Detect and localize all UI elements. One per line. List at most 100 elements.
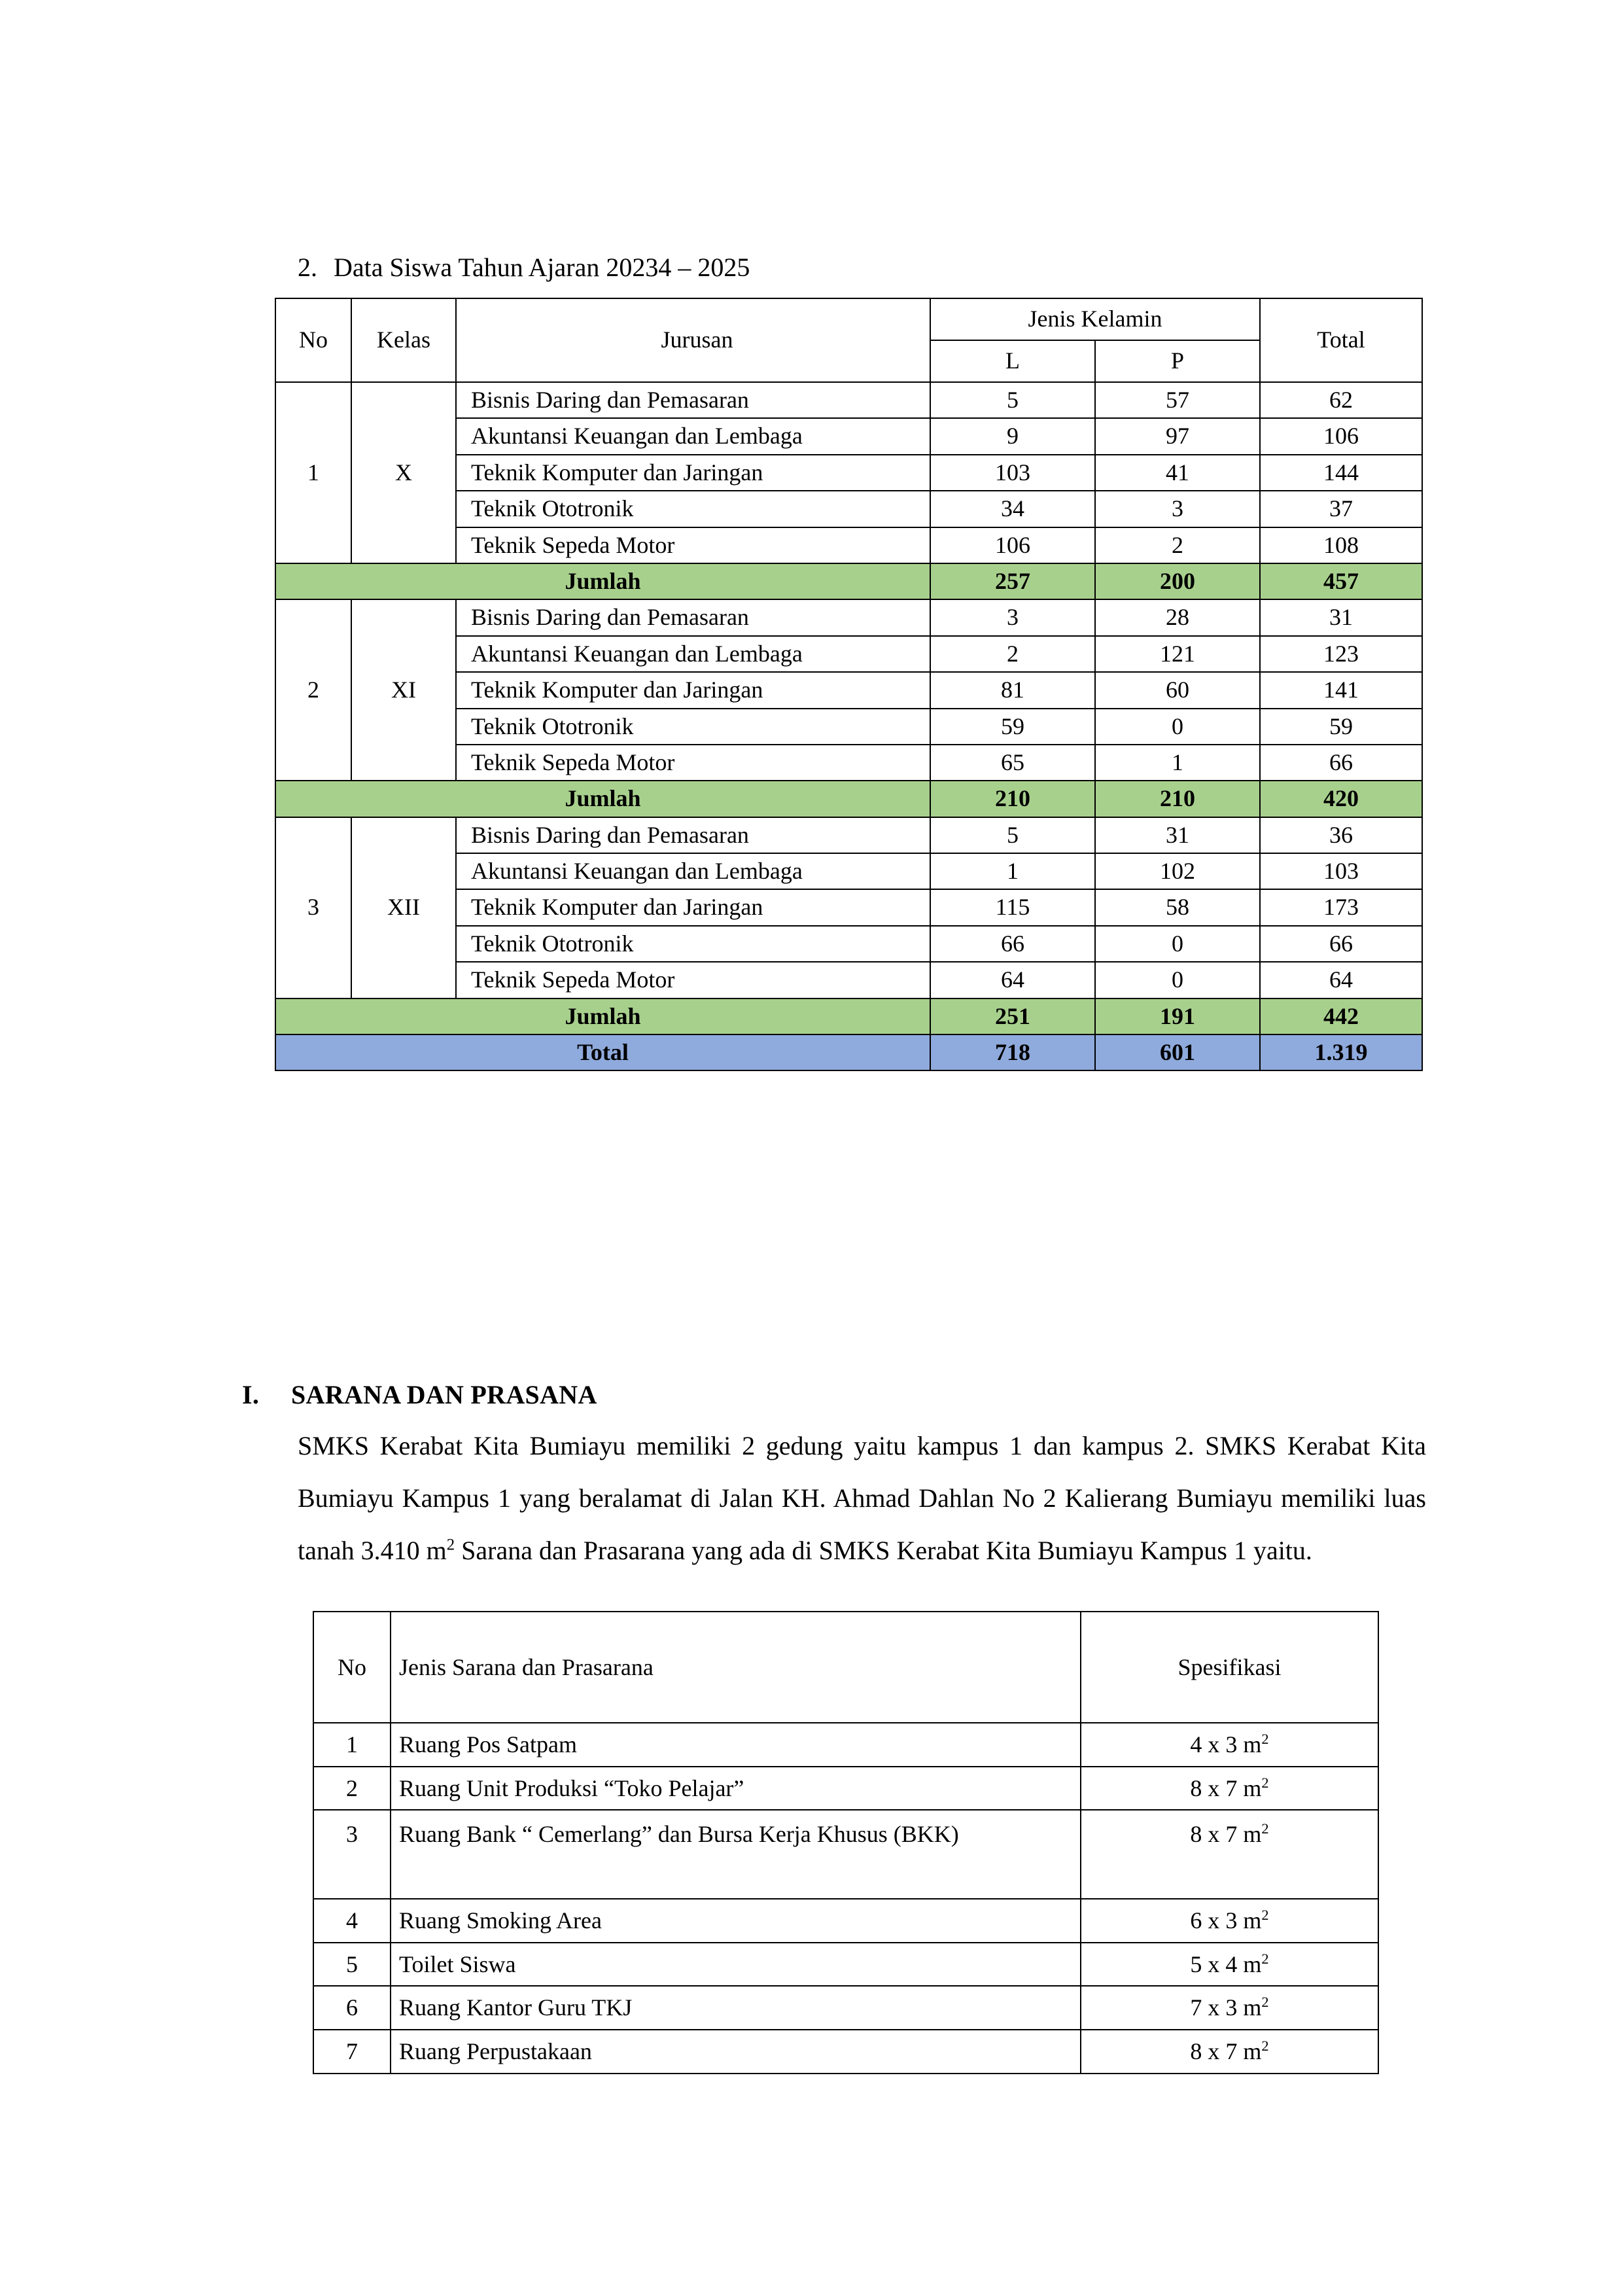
spec-superscript: 2 <box>1261 1820 1269 1837</box>
cell-jurusan: Bisnis Daring dan Pemasaran <box>455 599 931 637</box>
cell-total: 31 <box>1259 599 1423 637</box>
cell-sarana-jenis: Ruang Smoking Area <box>390 1898 1081 1943</box>
table-row: Teknik Sepeda Motor 106 2 108 <box>275 526 1423 564</box>
cell-jurusan: Teknik Komputer dan Jaringan <box>455 889 931 927</box>
paragraph-superscript: 2 <box>446 1536 455 1554</box>
table-sarana-body: 1 Ruang Pos Satpam 4 x 3 m2 2 Ruang Unit… <box>313 1722 1379 2074</box>
spec-text: 5 x 4 m <box>1190 1951 1262 1977</box>
cell-p: 58 <box>1094 889 1261 927</box>
cell-l: 5 <box>930 816 1096 855</box>
cell-no: 3 <box>275 816 352 999</box>
cell-total: 144 <box>1259 453 1423 492</box>
cell-sarana-spec: 8 x 7 m2 <box>1080 2028 1379 2074</box>
cell-total: 37 <box>1259 490 1423 528</box>
cell-jumlah-label: Jumlah <box>275 780 931 818</box>
header-sarana-no: No <box>313 1611 391 1723</box>
cell-jumlah-p: 191 <box>1094 997 1261 1036</box>
cell-sarana-jenis: Toilet Siswa <box>390 1941 1081 1987</box>
cell-jumlah-p: 200 <box>1094 562 1261 601</box>
cell-jurusan: Teknik Sepeda Motor <box>455 961 931 999</box>
table-sarana-head: No Jenis Sarana dan Prasarana Spesifikas… <box>313 1611 1379 1723</box>
cell-total: 106 <box>1259 417 1423 455</box>
spec-text: 8 x 7 m <box>1190 1775 1262 1801</box>
header-kelas: Kelas <box>351 298 457 383</box>
cell-l: 106 <box>930 526 1096 564</box>
cell-total: 66 <box>1259 925 1423 963</box>
cell-total: 62 <box>1259 381 1423 419</box>
table-row-jumlah: Jumlah 210 210 420 <box>275 780 1423 818</box>
table-row: Teknik Sepeda Motor 64 0 64 <box>275 961 1423 999</box>
table-row: Teknik Komputer dan Jaringan 81 60 141 <box>275 671 1423 709</box>
cell-p: 2 <box>1094 526 1261 564</box>
cell-sarana-jenis: Ruang Unit Produksi “Toko Pelajar” <box>390 1765 1081 1811</box>
cell-no: 2 <box>275 599 352 782</box>
section-I-heading: I. SARANA DAN PRASANA <box>242 1379 597 1410</box>
cell-jurusan: Teknik Ototronik <box>455 707 931 745</box>
section-2-title: Data Siswa Tahun Ajaran 20234 – 2025 <box>334 253 750 282</box>
cell-p: 60 <box>1094 671 1261 709</box>
paragraph-part-1: SMKS Kerabat Kita Bumiayu memiliki 2 ged… <box>298 1431 1426 1565</box>
cell-total: 123 <box>1259 635 1423 673</box>
cell-jurusan: Akuntansi Keuangan dan Lembaga <box>455 417 931 455</box>
cell-l: 64 <box>930 961 1096 999</box>
cell-jumlah-l: 210 <box>930 780 1096 818</box>
cell-l: 81 <box>930 671 1096 709</box>
cell-kelas: XI <box>351 599 457 782</box>
cell-total: 173 <box>1259 889 1423 927</box>
header-jenis-kelamin: Jenis Kelamin <box>930 298 1261 341</box>
cell-p: 0 <box>1094 707 1261 745</box>
cell-total: 59 <box>1259 707 1423 745</box>
table-row: 3 Ruang Bank “ Cemerlang” dan Bursa Kerj… <box>313 1809 1379 1900</box>
cell-l: 65 <box>930 743 1096 782</box>
table-row: Teknik Ototronik 66 0 66 <box>275 925 1423 963</box>
table-row: Akuntansi Keuangan dan Lembaga 1 102 103 <box>275 853 1423 891</box>
table-row: Akuntansi Keuangan dan Lembaga 9 97 106 <box>275 417 1423 455</box>
spec-superscript: 2 <box>1261 1731 1269 1747</box>
cell-sarana-no: 7 <box>313 2028 391 2074</box>
header-jurusan: Jurusan <box>455 298 931 383</box>
section-I-paragraph: SMKS Kerabat Kita Bumiayu memiliki 2 ged… <box>298 1420 1426 1577</box>
cell-jurusan: Bisnis Daring dan Pemasaran <box>455 816 931 855</box>
cell-sarana-spec: 6 x 3 m2 <box>1080 1898 1379 1943</box>
cell-sarana-jenis: Ruang Bank “ Cemerlang” dan Bursa Kerja … <box>390 1809 1081 1900</box>
header-total: Total <box>1259 298 1423 383</box>
table-row: No Kelas Jurusan Jenis Kelamin Total <box>275 298 1423 383</box>
cell-sarana-no: 4 <box>313 1898 391 1943</box>
table-row: 1 Ruang Pos Satpam 4 x 3 m2 <box>313 1722 1379 1767</box>
spec-text: 7 x 3 m <box>1190 1994 1262 2021</box>
cell-no: 1 <box>275 381 352 564</box>
cell-l: 5 <box>930 381 1096 419</box>
cell-sarana-no: 1 <box>313 1722 391 1767</box>
table-row-grand-total: Total 718 601 1.319 <box>275 1034 1423 1072</box>
section-I-numeral: I. <box>242 1380 260 1409</box>
cell-sarana-jenis: Ruang Pos Satpam <box>390 1722 1081 1767</box>
cell-sarana-spec: 7 x 3 m2 <box>1080 1985 1379 2030</box>
cell-l: 66 <box>930 925 1096 963</box>
cell-l: 34 <box>930 490 1096 528</box>
cell-jumlah-total: 457 <box>1259 562 1423 601</box>
cell-l: 2 <box>930 635 1096 673</box>
cell-grand-total-l: 718 <box>930 1034 1096 1072</box>
cell-l: 115 <box>930 889 1096 927</box>
cell-kelas: XII <box>351 816 457 999</box>
section-I-title: SARANA DAN PRASANA <box>291 1380 597 1409</box>
spec-text: 6 x 3 m <box>1190 1907 1262 1934</box>
cell-p: 41 <box>1094 453 1261 492</box>
cell-total: 141 <box>1259 671 1423 709</box>
table-row: 6 Ruang Kantor Guru TKJ 7 x 3 m2 <box>313 1985 1379 2030</box>
table-sarana-prasarana: No Jenis Sarana dan Prasarana Spesifikas… <box>313 1611 1379 2074</box>
cell-jurusan: Teknik Komputer dan Jaringan <box>455 671 931 709</box>
cell-sarana-jenis: Ruang Perpustakaan <box>390 2028 1081 2074</box>
cell-sarana-spec: 4 x 3 m2 <box>1080 1722 1379 1767</box>
spec-text: 4 x 3 m <box>1190 1731 1262 1757</box>
cell-jumlah-l: 257 <box>930 562 1096 601</box>
table-row: Teknik Ototronik 34 3 37 <box>275 490 1423 528</box>
table-row: 2 XI Bisnis Daring dan Pemasaran 3 28 31 <box>275 599 1423 782</box>
cell-jurusan: Teknik Sepeda Motor <box>455 526 931 564</box>
cell-sarana-spec: 8 x 7 m2 <box>1080 1765 1379 1811</box>
table-row: No Jenis Sarana dan Prasarana Spesifikas… <box>313 1611 1379 1723</box>
spec-superscript: 2 <box>1261 1907 1269 1924</box>
cell-sarana-no: 3 <box>313 1809 391 1900</box>
cell-grand-total: 1.319 <box>1259 1034 1423 1072</box>
header-l: L <box>930 340 1096 383</box>
